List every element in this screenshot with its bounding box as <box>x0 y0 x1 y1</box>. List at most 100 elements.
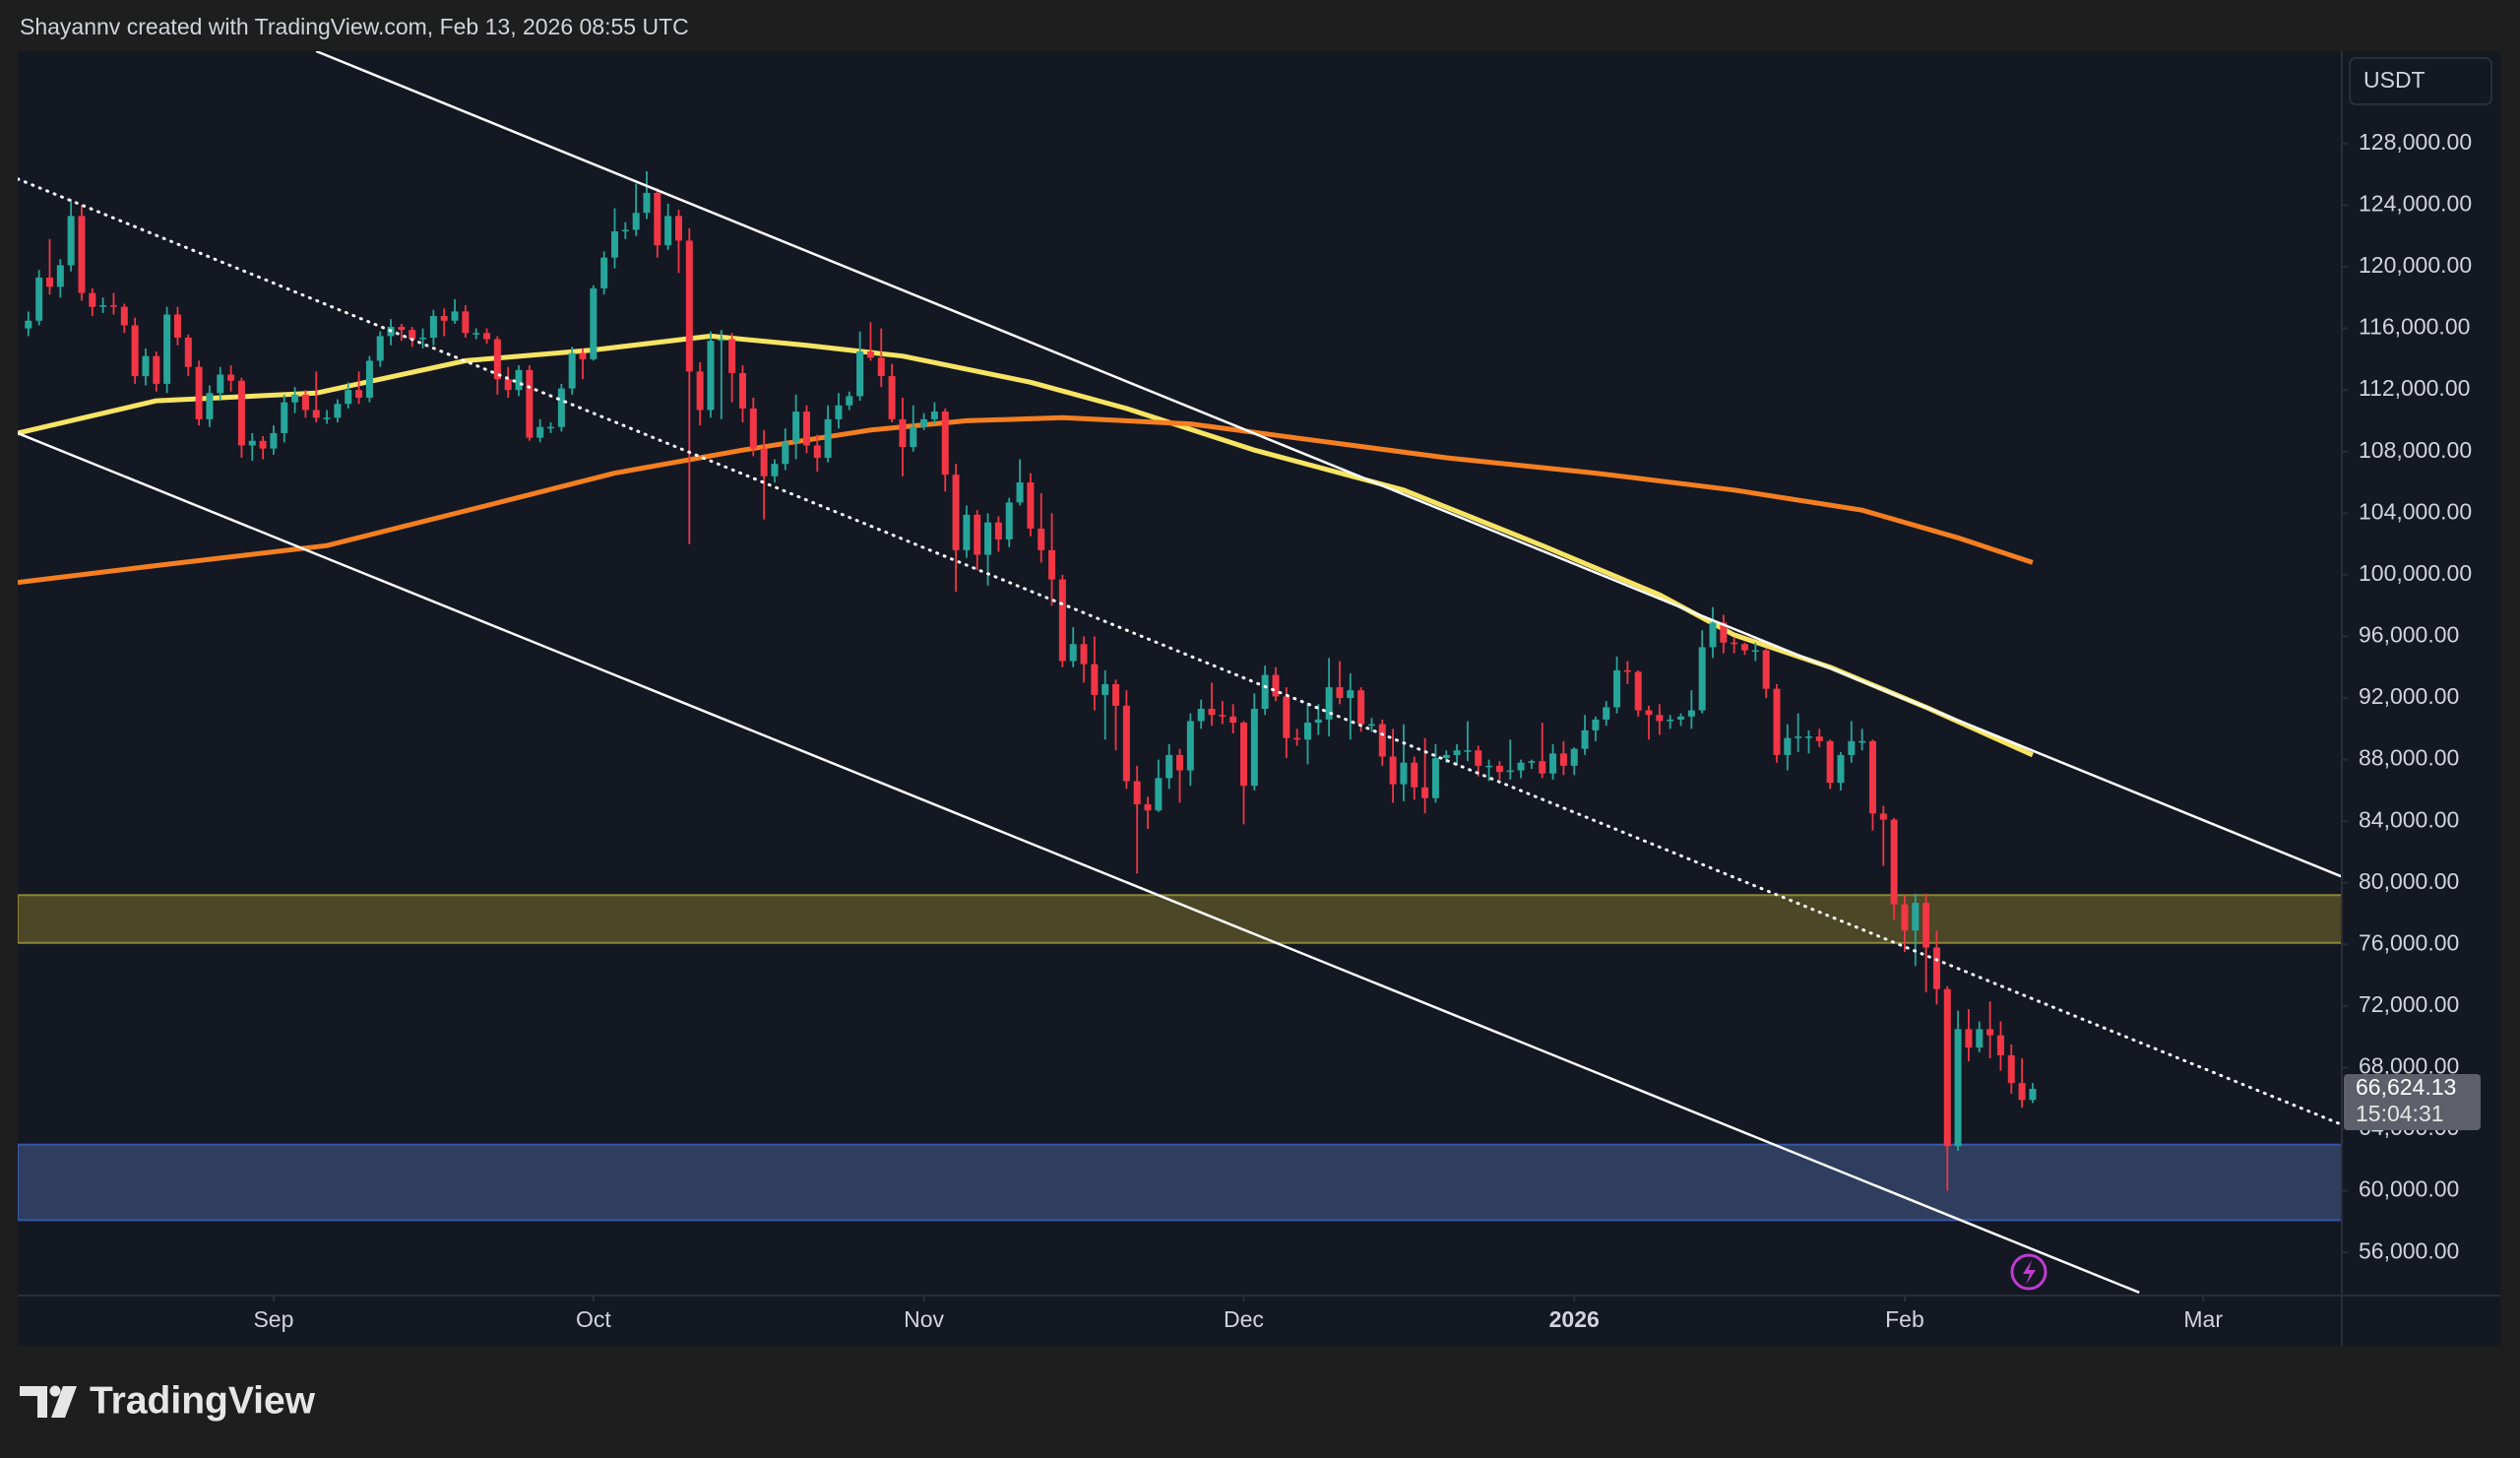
candle-body <box>1517 762 1525 771</box>
currency-button[interactable] <box>2349 57 2492 105</box>
candle-body <box>1272 674 1280 697</box>
candle-body <box>1133 781 1141 804</box>
candle-body <box>1570 748 1578 766</box>
candle-body <box>1677 716 1685 720</box>
candle-body <box>1219 715 1227 717</box>
x-tick-label: Sep <box>253 1306 293 1332</box>
candle-body <box>1912 903 1920 931</box>
candle-body <box>1868 740 1876 814</box>
candle-body <box>1464 750 1472 752</box>
candle-body <box>610 231 618 258</box>
y-tick-label: 56,000.00 <box>2359 1237 2459 1263</box>
candle-body <box>398 327 406 331</box>
candle-body <box>600 257 608 288</box>
candle-body <box>1411 762 1418 788</box>
candle-body <box>451 311 459 321</box>
candle-body <box>1603 707 1610 720</box>
candle-body <box>1250 708 1258 787</box>
candle-body <box>419 337 427 340</box>
candle-body <box>632 213 640 230</box>
candle-body <box>1144 803 1152 811</box>
candle-body <box>1751 650 1759 653</box>
candle-body <box>323 417 331 419</box>
currency-label[interactable]: USDT <box>2363 67 2426 93</box>
candle-body <box>1229 716 1237 724</box>
candle-body <box>664 216 672 246</box>
candle-body <box>1453 750 1461 755</box>
candle-body <box>1421 787 1429 798</box>
candle-body <box>301 394 309 411</box>
candle-body <box>771 464 779 476</box>
axes: 56,000.0060,000.0064,000.0068,000.0072,0… <box>253 129 2481 1332</box>
candle-body <box>728 339 736 373</box>
x-tick-label: Oct <box>576 1306 611 1332</box>
candle-body <box>1080 644 1088 665</box>
x-tick-label: Nov <box>904 1306 944 1332</box>
candle-body <box>536 426 544 438</box>
candle-body <box>941 412 949 475</box>
candle-body <box>493 339 501 380</box>
candle-body <box>1709 622 1717 648</box>
candle-body <box>1890 819 1898 905</box>
candle-body <box>1804 736 1812 738</box>
candle-body <box>856 351 864 397</box>
candle-body <box>1208 708 1216 716</box>
candle-body <box>89 292 96 307</box>
x-tick-label: 2026 <box>1549 1306 1600 1332</box>
brand-name: TradingView <box>90 1379 316 1422</box>
candle-body <box>1389 756 1397 785</box>
candle-body <box>270 432 278 449</box>
candle-body <box>120 306 128 326</box>
candle-body <box>472 333 480 335</box>
candle-body <box>1613 669 1621 708</box>
candle-body <box>1922 903 1930 948</box>
candle-body <box>345 390 352 405</box>
candle-body <box>1784 737 1792 755</box>
candle-body <box>1102 683 1109 695</box>
candle-body <box>376 336 384 361</box>
candle-body <box>1634 671 1642 711</box>
y-tick-label: 120,000.00 <box>2359 252 2472 278</box>
candle-body <box>1687 710 1695 717</box>
candle-body <box>2029 1088 2037 1101</box>
candle-body <box>557 388 565 427</box>
candle-body <box>813 445 821 458</box>
candle-body <box>866 351 874 358</box>
candle-body <box>1506 770 1514 773</box>
candle-body <box>579 352 587 359</box>
candle-body <box>1155 778 1163 811</box>
candle-body <box>2007 1054 2015 1084</box>
candle-body <box>963 514 971 550</box>
candle-body <box>1762 650 1770 689</box>
candle-body <box>1325 687 1333 720</box>
plot-area <box>18 51 2342 1295</box>
candle-body <box>1314 719 1322 724</box>
candle-body <box>1559 753 1567 766</box>
candle-body <box>195 366 203 419</box>
candle-body <box>173 314 181 338</box>
candle-body <box>782 442 789 465</box>
candle-body <box>1166 754 1173 779</box>
chart-panel <box>18 51 2500 1346</box>
candle-body <box>312 410 320 418</box>
candle-body <box>429 316 437 338</box>
candle-body <box>1645 710 1653 716</box>
candle-body <box>1858 740 1866 743</box>
candle-body <box>78 216 86 293</box>
x-tick-label: Mar <box>2183 1306 2223 1332</box>
candle-body <box>718 339 725 342</box>
candle-body <box>568 352 576 389</box>
y-tick-label: 96,000.00 <box>2359 622 2459 648</box>
candle-body <box>877 357 885 377</box>
candle-body <box>1495 765 1503 773</box>
y-tick-label: 112,000.00 <box>2359 375 2470 401</box>
y-tick-label: 84,000.00 <box>2359 806 2459 832</box>
candle-body <box>67 216 75 266</box>
candle-body <box>1303 723 1311 740</box>
candle-body <box>1176 754 1183 771</box>
y-tick-label: 76,000.00 <box>2359 929 2459 955</box>
candle-body <box>291 394 299 403</box>
y-tick-label: 80,000.00 <box>2359 868 2459 894</box>
y-tick-label: 128,000.00 <box>2359 129 2472 155</box>
